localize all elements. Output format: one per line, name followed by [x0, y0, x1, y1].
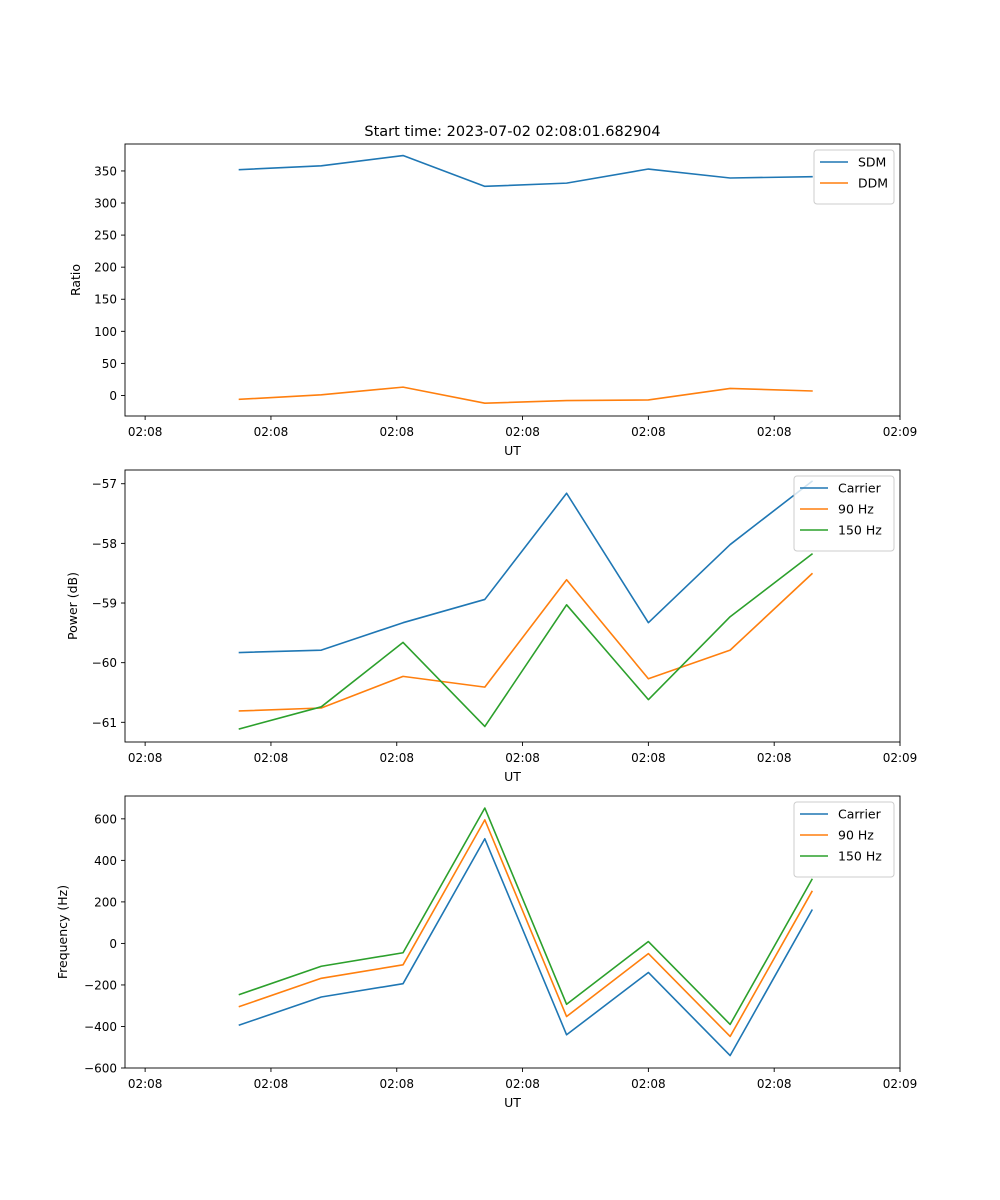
x-tick-label: 02:08: [757, 1077, 792, 1091]
y-tick-label: −400: [84, 1020, 117, 1034]
legend-label: 150 Hz: [838, 849, 882, 864]
panels: 02:08 02:08 02:08 02:08 02:08 02:08 02:09 0 50 10…: [55, 143, 918, 1110]
axes-frame: [124, 143, 901, 417]
legend: Carrier 90 Hz 150 Hz: [793, 475, 895, 552]
chart-panel-2: 02:08 02:08 02:08 02:08 02:08 02:08 02:09 −61 −6…: [65, 469, 918, 784]
legend-label: 150 Hz: [838, 523, 882, 538]
x-tick-label: 02:09: [883, 751, 918, 765]
legend-label: Carrier: [838, 807, 882, 822]
y-axis-label: Ratio: [68, 264, 83, 296]
x-tick-label: 02:08: [379, 1077, 414, 1091]
x-tick-label: 02:08: [757, 751, 792, 765]
x-tick-label: 02:08: [128, 425, 163, 439]
series-line-90-hz: [238, 819, 814, 1038]
y-tick-label: −200: [84, 978, 117, 992]
x-tick-label: 02:08: [505, 1077, 540, 1091]
y-tick-label: 200: [94, 261, 117, 275]
chart-panel-3: 02:08 02:08 02:08 02:08 02:08 02:08 02:09 −600 −…: [55, 795, 918, 1110]
legend: SDM DDM: [813, 149, 895, 205]
series-line-150-hz: [238, 807, 814, 1026]
y-tick-label: −61: [92, 716, 117, 730]
x-tick-label: 02:08: [505, 425, 540, 439]
y-tick-label: 0: [109, 937, 117, 951]
legend-label: DDM: [858, 176, 888, 191]
series-line-ddm: [238, 386, 813, 404]
x-axis-label: UT: [504, 443, 521, 458]
x-tick-label: 02:08: [631, 425, 666, 439]
y-tick-label: 0: [109, 389, 117, 403]
x-tick-label: 02:09: [883, 1077, 918, 1091]
x-tick-label: 02:08: [631, 751, 666, 765]
y-tick-label: −60: [92, 656, 117, 670]
y-axis-label: Frequency (Hz): [55, 885, 70, 979]
legend-box: [813, 149, 895, 205]
legend-label: 90 Hz: [838, 502, 874, 517]
y-tick-label: 200: [94, 895, 117, 909]
x-tick-label: 02:08: [379, 751, 414, 765]
legend-label: SDM: [858, 155, 886, 170]
figure-title: Start time: 2023-07-02 02:08:01.682904: [364, 124, 660, 140]
y-tick-label: 350: [94, 164, 117, 178]
y-tick-label: 50: [102, 357, 117, 371]
x-axis-label: UT: [504, 1095, 521, 1110]
y-tick-label: 100: [94, 325, 117, 339]
series-line-150-hz: [238, 552, 814, 730]
legend-box: [793, 801, 895, 878]
y-tick-label: 150: [94, 293, 117, 307]
y-tick-label: −600: [84, 1062, 117, 1076]
series-line-sdm: [238, 154, 813, 188]
series-line-90-hz: [238, 572, 814, 712]
x-tick-label: 02:08: [379, 425, 414, 439]
x-axis-label: UT: [504, 769, 521, 784]
legend: Carrier 90 Hz 150 Hz: [793, 801, 895, 878]
chart-panel-1: 02:08 02:08 02:08 02:08 02:08 02:08 02:09 0 50 10…: [68, 143, 918, 458]
x-tick-label: 02:08: [128, 751, 163, 765]
axes-frame: [124, 469, 901, 743]
x-tick-label: 02:08: [128, 1077, 163, 1091]
y-tick-label: 300: [94, 197, 117, 211]
x-tick-label: 02:08: [254, 425, 289, 439]
series-line-carrier: [238, 480, 814, 654]
x-tick-label: 02:08: [505, 751, 540, 765]
y-tick-label: −59: [92, 597, 117, 611]
series-line-carrier: [238, 837, 814, 1057]
y-tick-label: 250: [94, 229, 117, 243]
y-tick-label: 400: [94, 854, 117, 868]
x-tick-label: 02:08: [757, 425, 792, 439]
x-tick-label: 02:08: [254, 1077, 289, 1091]
legend-label: 90 Hz: [838, 828, 874, 843]
x-tick-label: 02:08: [631, 1077, 666, 1091]
y-tick-label: 600: [94, 812, 117, 826]
x-tick-label: 02:09: [883, 425, 918, 439]
x-tick-label: 02:08: [254, 751, 289, 765]
y-axis-label: Power (dB): [65, 572, 80, 640]
legend-box: [793, 475, 895, 552]
y-tick-label: −57: [92, 477, 117, 491]
y-tick-label: −58: [92, 537, 117, 551]
legend-label: Carrier: [838, 481, 882, 496]
axes-frame: [124, 795, 901, 1069]
